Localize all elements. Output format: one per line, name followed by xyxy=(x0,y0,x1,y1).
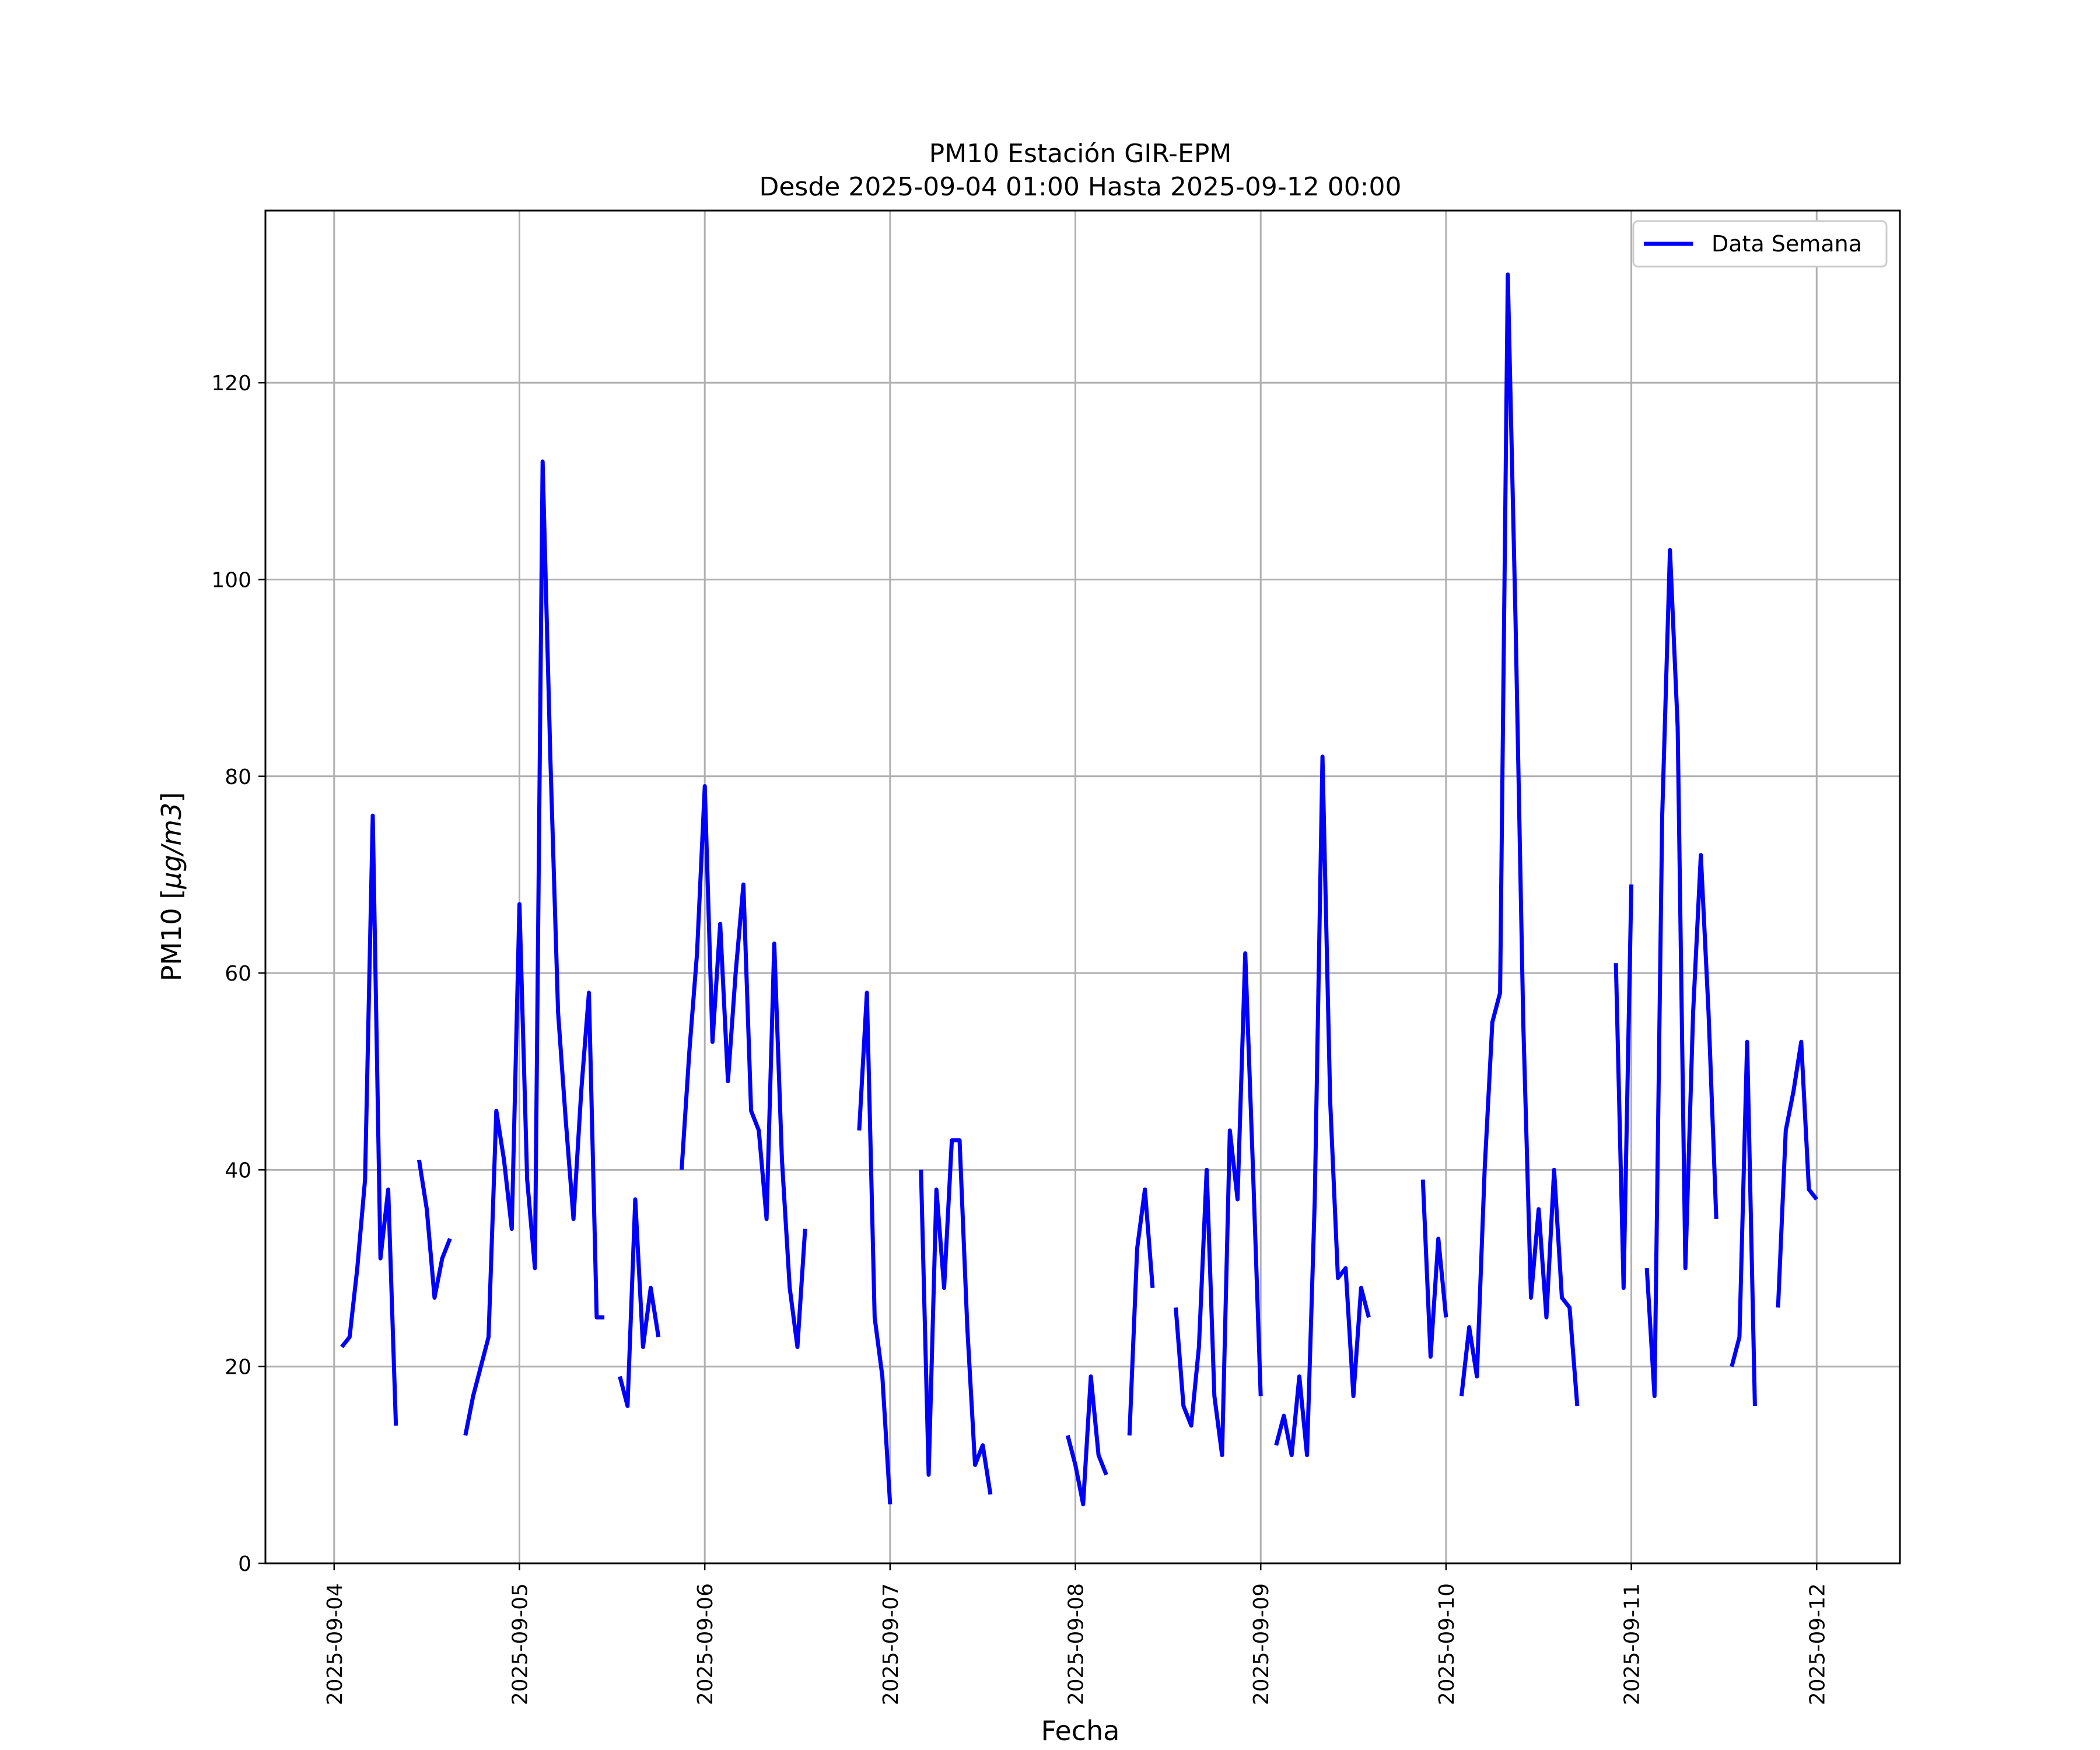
y-axis-label-close: ] xyxy=(156,792,187,803)
series-0-segment-9 xyxy=(1174,951,1263,1457)
y-tick-label-4: 80 xyxy=(225,765,251,789)
series-0-segment-10 xyxy=(1274,754,1371,1457)
y-axis-label: PM10 [μg/m3] xyxy=(156,792,187,982)
chart-title: PM10 Estación GIR-EPM xyxy=(929,139,1232,169)
series-0-segment-16 xyxy=(1776,1040,1819,1308)
series-0-segment-6 xyxy=(919,1138,993,1495)
y-tick-label-6: 120 xyxy=(211,372,251,396)
series-0-segment-8 xyxy=(1127,1187,1155,1436)
y-axis-label-main: PM10 [ xyxy=(156,889,187,982)
y-tick-label-2: 40 xyxy=(225,1158,251,1182)
series-0-segment-5 xyxy=(857,991,892,1505)
y-tick-label-0: 0 xyxy=(238,1552,251,1576)
series-0-segment-11 xyxy=(1420,1180,1448,1359)
series-0-segment-12 xyxy=(1459,272,1580,1406)
series-layer xyxy=(340,272,1819,1507)
plot-frame xyxy=(264,209,1901,1564)
x-tick-label-1: 2025-09-05 xyxy=(508,1583,532,1705)
x-tick-label-3: 2025-09-07 xyxy=(879,1583,903,1705)
x-tick-label-0: 2025-09-04 xyxy=(323,1583,347,1705)
x-tick-label-6: 2025-09-10 xyxy=(1435,1583,1459,1705)
x-tick-label-8: 2025-09-12 xyxy=(1805,1583,1829,1705)
series-0-segment-4 xyxy=(680,784,807,1349)
y-axis-label-unit: μg/m3 xyxy=(156,803,187,890)
legend: Data Semana xyxy=(1632,220,1888,268)
x-tick-label-7: 2025-09-11 xyxy=(1620,1583,1644,1705)
series-0-segment-15 xyxy=(1730,1040,1757,1406)
series-0-segment-13 xyxy=(1614,884,1634,1290)
x-tick-label-4: 2025-09-08 xyxy=(1065,1583,1088,1705)
chart-subtitle: Desde 2025-09-04 01:00 Hasta 2025-09-12 … xyxy=(759,172,1401,202)
series-0-segment-2 xyxy=(463,459,605,1436)
series-0-segment-3 xyxy=(618,1197,661,1408)
y-tick-label-5: 100 xyxy=(211,568,251,592)
y-tick-label-1: 20 xyxy=(225,1356,251,1380)
series-0-segment-14 xyxy=(1644,548,1718,1398)
x-axis-label: Fecha xyxy=(1041,1715,1120,1746)
series-0-segment-7 xyxy=(1065,1374,1108,1507)
x-tick-label-5: 2025-09-09 xyxy=(1250,1583,1273,1705)
y-tick-label-3: 60 xyxy=(225,962,251,986)
series-0-segment-1 xyxy=(416,1159,452,1300)
axis-ticks: 2025-09-04 2025-09-05 2025-09-06 2025-09-07… xyxy=(211,372,1829,1705)
x-tick-label-2: 2025-09-06 xyxy=(694,1583,718,1705)
series-0-segment-0 xyxy=(340,813,398,1426)
legend-label: Data Semana xyxy=(1712,231,1862,257)
legend-box xyxy=(1632,220,1888,268)
